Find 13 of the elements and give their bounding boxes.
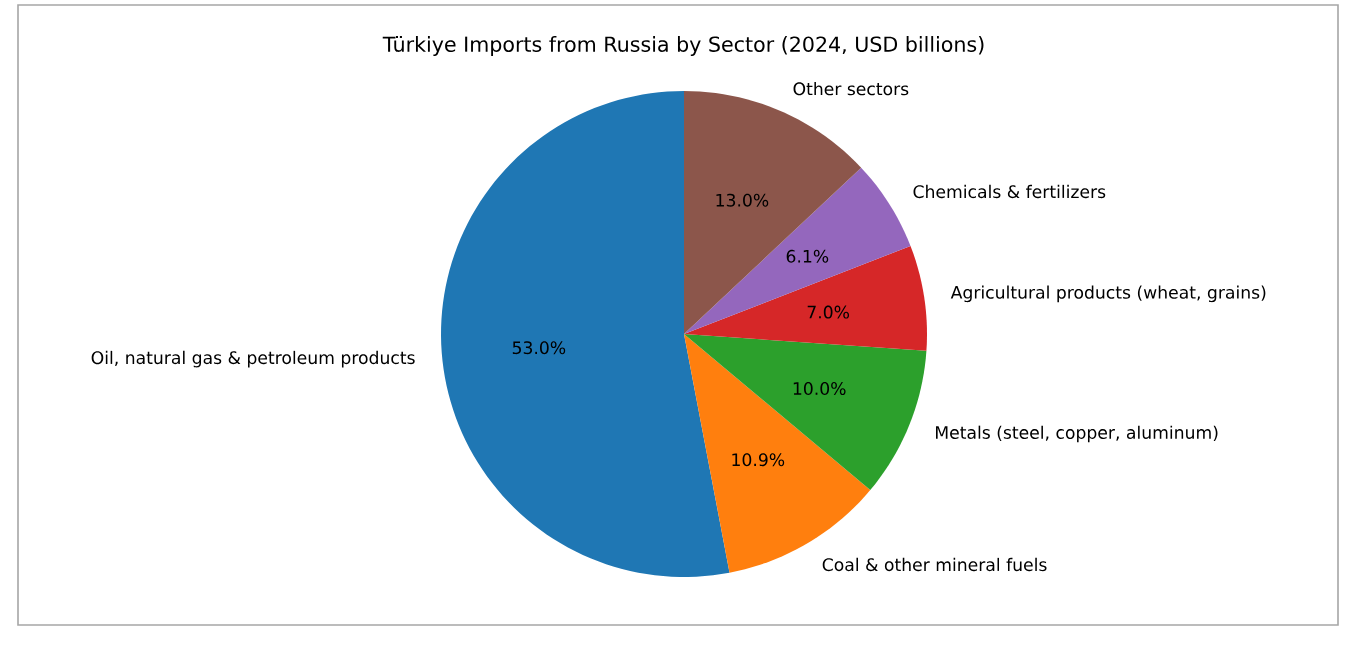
slice-label: Agricultural products (wheat, grains) xyxy=(950,285,1266,303)
slice-label: Chemicals & fertilizers xyxy=(913,184,1106,199)
slice-label: Oil, natural gas & petroleum products xyxy=(91,350,415,368)
chart-title: Türkiye Imports from Russia by Sector (2024, USD billions) xyxy=(382,36,984,56)
slice-label: Coal & other mineral fuels xyxy=(822,557,1047,572)
slice-label: Metals (steel, copper, aluminum) xyxy=(936,425,1218,443)
data-label: 53.0% xyxy=(512,341,566,355)
data-label: 13.0% xyxy=(716,193,769,207)
data-label: 6.1% xyxy=(786,249,829,263)
data-label: 10.0% xyxy=(793,382,846,396)
slice-label: Other sectors xyxy=(793,82,909,96)
data-label: 7.0% xyxy=(807,305,850,319)
data-label: 10.9% xyxy=(732,453,785,467)
